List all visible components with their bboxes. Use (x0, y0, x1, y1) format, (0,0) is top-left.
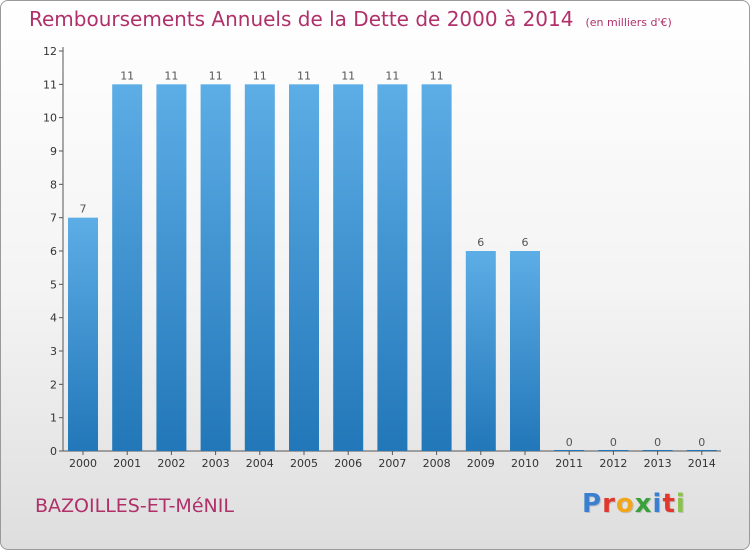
x-tick-label: 2002 (157, 457, 185, 470)
y-tick-label: 5 (50, 278, 57, 291)
data-label: 6 (522, 236, 529, 249)
data-label: 11 (120, 69, 134, 82)
chart-subtitle: (en milliers d'€) (585, 16, 672, 29)
y-tick-label: 6 (50, 245, 57, 258)
x-tick-label: 2014 (688, 457, 716, 470)
bar (200, 84, 231, 451)
logo-letter: P (582, 489, 603, 519)
logo-letter: i (675, 489, 686, 519)
bar (465, 251, 496, 451)
bar (642, 450, 673, 451)
bar (598, 450, 629, 451)
logo-letter: r (602, 489, 616, 519)
x-tick-label: 2006 (334, 457, 362, 470)
x-tick-label: 2009 (467, 457, 495, 470)
x-tick-label: 2013 (644, 457, 672, 470)
data-label: 11 (253, 69, 267, 82)
data-label: 7 (80, 203, 87, 216)
bar (686, 450, 717, 451)
proxiti-logo: Proxiti (582, 489, 686, 519)
bar (156, 84, 187, 451)
chart-title: Remboursements Annuels de la Dette de 20… (29, 7, 574, 31)
y-tick-label: 11 (43, 78, 57, 91)
x-tick-label: 2005 (290, 457, 318, 470)
bar (68, 217, 98, 451)
y-tick-label: 1 (50, 412, 57, 425)
y-tick-label: 8 (50, 178, 57, 191)
data-label: 11 (209, 69, 223, 82)
bar (421, 84, 452, 451)
data-label: 0 (654, 436, 661, 449)
x-tick-label: 2001 (113, 457, 141, 470)
y-tick-label: 10 (43, 112, 57, 125)
bar (377, 84, 408, 451)
x-tick-label: 2003 (202, 457, 230, 470)
y-tick-label: 3 (50, 345, 57, 358)
x-tick-label: 2010 (511, 457, 539, 470)
bar (289, 84, 319, 451)
logo-letter: i (652, 489, 663, 519)
x-tick-label: 2007 (378, 457, 406, 470)
title-row: Remboursements Annuels de la Dette de 20… (29, 7, 672, 31)
y-tick-label: 2 (50, 378, 57, 391)
bar (510, 251, 540, 451)
x-tick-label: 2011 (555, 457, 583, 470)
data-labels: 7 11 11 11 11 11 11 11 11 6 6 0 0 0 0 (80, 69, 706, 449)
bar (112, 84, 143, 451)
y-tick-label: 0 (50, 445, 57, 458)
y-tick-label: 12 (43, 45, 57, 58)
data-label: 11 (430, 69, 444, 82)
y-tick-label: 7 (50, 212, 57, 225)
data-label: 11 (385, 69, 399, 82)
bar (333, 84, 364, 451)
data-label: 11 (164, 69, 178, 82)
x-tick-label: 2000 (69, 457, 97, 470)
logo-letter: o (615, 489, 635, 519)
logo-letter: t (662, 489, 676, 519)
data-label: 11 (341, 69, 355, 82)
commune-name: BAZOILLES-ET-MéNIL (35, 495, 234, 517)
y-tick-label: 9 (50, 145, 57, 158)
bar (554, 450, 585, 451)
data-label: 0 (610, 436, 617, 449)
y-tick-label: 4 (50, 312, 57, 325)
data-label: 0 (698, 436, 705, 449)
bars (68, 84, 717, 451)
data-label: 6 (477, 236, 484, 249)
logo-letter: x (634, 489, 653, 519)
x-tick-label: 2008 (423, 457, 451, 470)
x-tick-label: 2004 (246, 457, 274, 470)
data-label: 11 (297, 69, 311, 82)
data-label: 0 (566, 436, 573, 449)
bar (244, 84, 275, 451)
x-tick-label: 2012 (599, 457, 627, 470)
